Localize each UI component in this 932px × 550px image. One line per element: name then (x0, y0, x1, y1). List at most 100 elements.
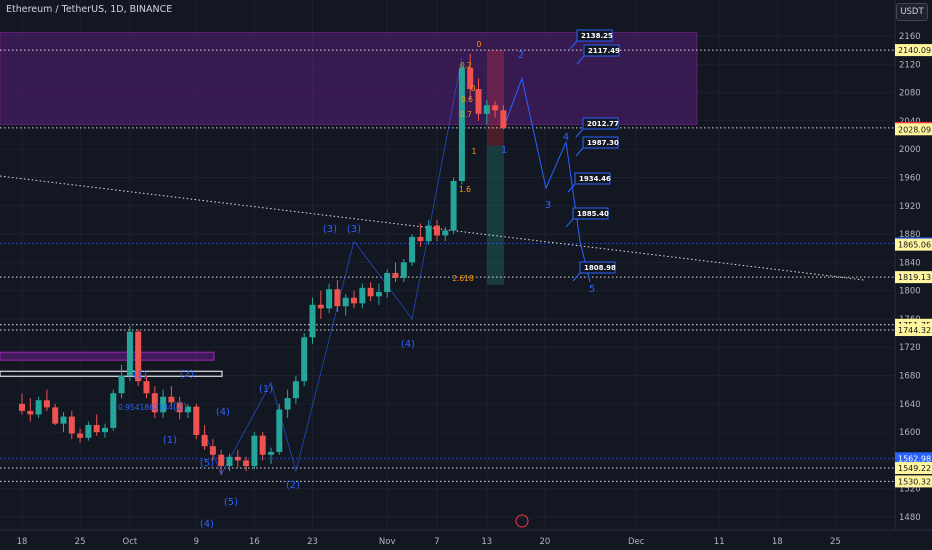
fib-label: 1.6 (459, 185, 471, 194)
fib-label: 0.6 (461, 95, 473, 104)
candle-body (209, 446, 216, 455)
level-box (0, 370, 223, 377)
x-tick-label: 20 (539, 537, 550, 547)
price-badge-label: 1865.06 (898, 241, 931, 250)
candle-body (218, 454, 225, 467)
target-box: 1808.98 (572, 261, 616, 282)
price-badge: 1530.32 (895, 475, 932, 488)
price-badge-label: 2028.09 (898, 125, 931, 134)
supply-zone-small (0, 351, 215, 361)
y-tick-label: 2000 (899, 145, 921, 155)
target-box: 1885.40 (565, 207, 609, 228)
candle-body (234, 456, 241, 461)
wave-label: (5) (200, 458, 214, 469)
resistance-zone (0, 31, 698, 125)
currency-button[interactable]: USDT (896, 3, 928, 21)
target-box-label: 1987.30 (587, 139, 619, 147)
target-box: 2138.25 (569, 29, 613, 50)
candle-body (201, 434, 208, 447)
candle-body (317, 304, 324, 309)
candle-body (442, 230, 449, 236)
fib-label: 1 (472, 147, 477, 156)
candle-body (392, 272, 399, 278)
target-box: 2012.77 (575, 117, 619, 138)
candle-body (268, 451, 274, 455)
target-box-label: 1934.46 (579, 175, 611, 183)
price-badge-bg (895, 462, 932, 475)
y-tick-label: 1680 (899, 372, 921, 382)
fib-label: 0.2 (460, 61, 472, 70)
wave-label: (2) (173, 402, 187, 413)
candle-body (143, 381, 150, 394)
candle-body (400, 262, 407, 278)
wave-label: (2) (286, 480, 300, 491)
candle-body (93, 425, 100, 433)
wave-label: (3) (323, 224, 337, 235)
candle-body (467, 67, 474, 90)
y-tick-label: 1840 (899, 258, 921, 268)
target-box-label: 1885.40 (577, 210, 609, 218)
target-pointer (572, 272, 581, 282)
price-axis[interactable]: 1480152015601600164016801720176018001840… (894, 0, 932, 550)
price-badge-bg (895, 123, 932, 136)
wave-label: (4) (200, 519, 214, 530)
target-pointer (567, 183, 576, 193)
candle-body (52, 407, 59, 424)
position-risk-box (487, 50, 504, 146)
target-box-label: 2117.49 (588, 47, 620, 55)
target-box-label: 1808.98 (584, 264, 616, 272)
y-tick-label: 2040 (899, 117, 921, 127)
candle-body (500, 110, 507, 128)
price-badge: 1819.13 (895, 271, 932, 284)
candle-body (110, 393, 117, 428)
y-tick-label: 2160 (899, 32, 921, 42)
price-badge: 2140.09 (895, 44, 932, 57)
target-box-bg (576, 29, 613, 42)
price-badge-bg (895, 452, 932, 465)
symbol-title: Ethereum / TetherUS, 1D, BINANCE (6, 4, 173, 15)
x-tick-label: 7 (434, 537, 439, 547)
drawings-layer (0, 49, 895, 482)
x-tick-label: 18 (772, 537, 783, 547)
candle-body (118, 375, 125, 394)
y-tick-label: 1800 (899, 287, 921, 297)
wave-label: 1 (501, 145, 507, 156)
candle-body (151, 393, 158, 413)
annotations-layer: (1) (2) (3) (4) (5) (1) (2) (3) (4) (5) 1 2 3 4 5 (1) (2… (118, 29, 620, 530)
wave-label: 3 (545, 200, 551, 211)
target-box: 2117.49 (576, 44, 620, 65)
y-tick-label: 2080 (899, 89, 921, 99)
target-box-bg (582, 117, 619, 130)
candle-body (60, 416, 67, 424)
x-tick-label: 16 (249, 537, 260, 547)
price-badge-label: 1744.32 (898, 326, 931, 335)
lightning-icon (515, 514, 529, 528)
wave-label: 2 (518, 50, 524, 61)
target-box-bg (574, 172, 611, 185)
candle-body (292, 381, 299, 399)
x-tick-label: Dec (628, 537, 645, 547)
candle-body (342, 297, 349, 307)
target-pointer (569, 40, 578, 50)
candle-body (276, 409, 283, 452)
wave-label: (1) (163, 435, 177, 446)
candle-body (102, 427, 108, 433)
wave-label: (1) (133, 370, 147, 381)
price-badge-label: 1549.22 (898, 464, 931, 473)
candle-body (68, 416, 75, 434)
target-box: 1987.30 (575, 136, 619, 157)
x-tick-label: 13 (481, 537, 492, 547)
fib-label: 0.7 (460, 110, 472, 119)
target-box: 1934.46 (567, 172, 611, 193)
price-badge: 1744.32 (895, 324, 932, 337)
ratio-label: 0.9541862144 (118, 403, 173, 412)
candle-body (375, 292, 382, 297)
candle-body (483, 105, 490, 114)
target-box-label: 2138.25 (581, 32, 613, 40)
position-reward-box (487, 145, 504, 285)
time-axis[interactable]: 18 25 Oct 9 16 23 Nov 7 13 20 Dec 11 18 25 (0, 529, 932, 547)
candle-body (243, 460, 250, 467)
candle-body (43, 400, 50, 408)
